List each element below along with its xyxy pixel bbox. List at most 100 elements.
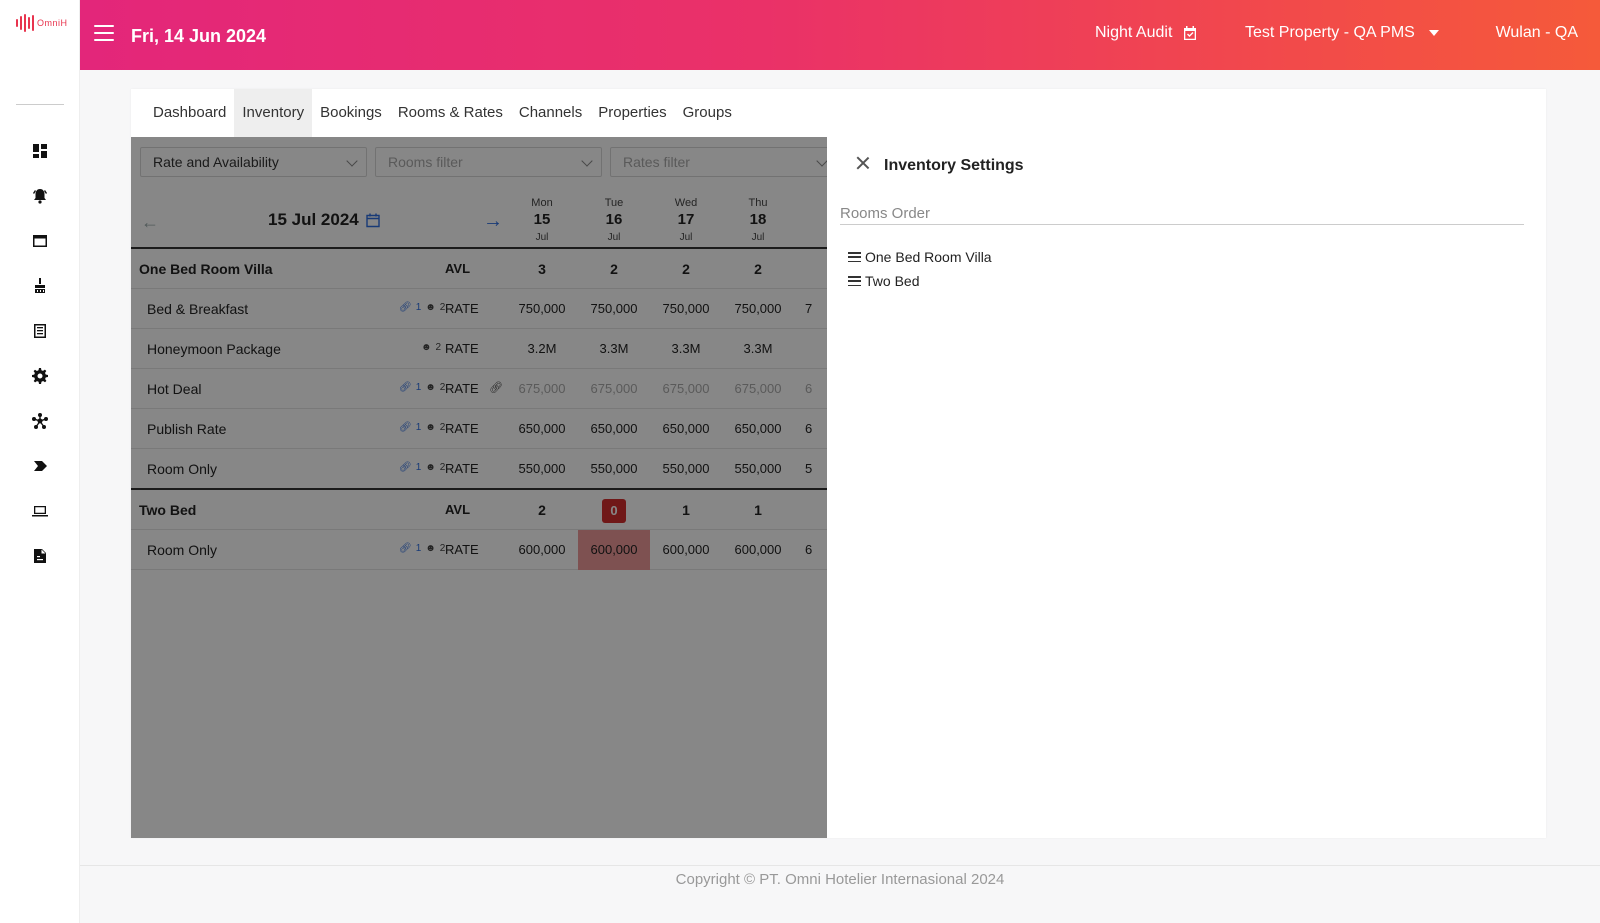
availability-cell[interactable]: 2	[538, 502, 546, 518]
rate-cell[interactable]: 650,000	[662, 421, 710, 436]
availability-cell[interactable]: 3	[538, 261, 546, 277]
tab-inventory[interactable]: Inventory	[234, 89, 313, 137]
list-icon	[34, 323, 46, 338]
sidebar-item-window[interactable]	[0, 218, 80, 263]
tab-groups[interactable]: Groups	[682, 104, 732, 121]
occupancy-count: 2	[439, 543, 446, 554]
rate-cell[interactable]: 675,000	[590, 381, 638, 396]
dashboard-icon	[33, 143, 47, 158]
modal-backdrop[interactable]	[131, 137, 827, 838]
sidebar-item-alarm[interactable]	[0, 173, 80, 218]
rate-cell[interactable]: 675,000	[662, 381, 710, 396]
network-icon	[32, 412, 48, 429]
hamburger-menu-icon[interactable]	[94, 25, 114, 41]
link-count: 1	[415, 302, 422, 313]
rate-label: RATE	[445, 341, 479, 356]
availability-cell[interactable]: 1	[754, 502, 762, 518]
availability-cell[interactable]: 2	[754, 261, 762, 277]
sidebar-item-dashboard[interactable]	[0, 128, 80, 173]
panel-title: Inventory Settings	[884, 157, 1024, 174]
rate-row: Bed & Breakfast 🔗︎ 1 ☻ 2 RATE 750,000 750,0…	[131, 289, 827, 329]
sidebar-item-housekeeping[interactable]	[0, 263, 80, 308]
rate-cell[interactable]: 650,000	[518, 421, 566, 436]
omnih-logo[interactable]: OmniH	[16, 14, 68, 32]
rate-row: Publish Rate 🔗︎ 1 ☻ 2 RATE 650,000 650,000 …	[131, 409, 827, 449]
rate-cell[interactable]: 550,000	[518, 461, 566, 476]
date-picker[interactable]: 15 Jul 2024	[268, 210, 381, 230]
link-icon: 🔗︎	[399, 543, 412, 554]
logo-bars-icon	[16, 14, 34, 32]
rate-cell[interactable]: 650,000	[590, 421, 638, 436]
person-icon: ☻	[421, 342, 432, 353]
rates-filter[interactable]: Rates filter	[610, 147, 827, 177]
rate-cell[interactable]: 750,000	[734, 301, 782, 316]
grid-divider	[131, 247, 827, 249]
rate-cell[interactable]: 600,000	[734, 542, 782, 557]
rate-cell[interactable]: 3.3M	[599, 341, 629, 356]
rate-cell[interactable]: 750,000	[590, 301, 638, 316]
rate-cell[interactable]: 600,000	[662, 542, 710, 557]
tab-rooms-rates[interactable]: Rooms & Rates	[397, 104, 503, 121]
availability-cell[interactable]: 1	[682, 502, 690, 518]
person-icon: ☻	[425, 422, 436, 433]
sidebar-item-list[interactable]	[0, 308, 80, 353]
rooms-order-item[interactable]: Two Bed	[848, 269, 992, 293]
sidebar-item-devices[interactable]	[0, 488, 80, 533]
person-icon: ☻	[425, 302, 436, 313]
rate-label: RATE	[445, 542, 479, 557]
day-number: 15	[533, 211, 551, 228]
link-icon: 🔗︎	[399, 462, 412, 473]
rate-cell-partial: 6	[805, 421, 813, 436]
view-select[interactable]: Rate and Availability	[140, 147, 367, 177]
sidebar-item-network[interactable]	[0, 398, 80, 443]
next-arrow-icon[interactable]: →	[483, 210, 503, 232]
rate-label: RATE	[445, 301, 479, 316]
availability-cell-zero[interactable]: 0	[578, 490, 650, 530]
day-name: Tue	[604, 197, 624, 209]
sold-out-badge: 0	[602, 499, 626, 523]
rate-cell[interactable]: 675,000	[734, 381, 782, 396]
date-navigator: ← 15 Jul 2024 → Mon 15 Jul Tue 16 Jul Wed 17 J…	[131, 192, 827, 250]
availability-cell[interactable]: 2	[610, 261, 618, 277]
avl-label: AVL	[445, 261, 471, 276]
copyright-text: Copyright © PT. Omni Hotelier Internasio…	[675, 871, 1005, 888]
link-icon: 🔗︎	[399, 302, 412, 313]
tab-properties[interactable]: Properties	[598, 104, 667, 121]
rate-cell[interactable]: 750,000	[518, 301, 566, 316]
rate-cell[interactable]: 550,000	[734, 461, 782, 476]
availability-cell[interactable]: 2	[682, 261, 690, 277]
sidebar-item-channel[interactable]	[0, 443, 80, 488]
drag-handle-icon[interactable]	[848, 252, 861, 262]
rate-cell[interactable]: 675,000	[518, 381, 566, 396]
rate-cell[interactable]: 600,000	[518, 542, 566, 557]
close-icon[interactable]	[856, 156, 870, 170]
rate-name: Bed & Breakfast	[147, 301, 249, 317]
sidebar-item-settings[interactable]	[0, 353, 80, 398]
rooms-filter[interactable]: Rooms filter	[375, 147, 602, 177]
user-menu[interactable]: Wulan - QA	[1495, 24, 1578, 41]
rate-cell[interactable]: 650,000	[734, 421, 782, 436]
drag-handle-icon[interactable]	[848, 276, 861, 286]
rate-cell[interactable]: 550,000	[590, 461, 638, 476]
tab-channels[interactable]: Channels	[518, 104, 583, 121]
property-name: Test Property - QA PMS	[1245, 24, 1415, 41]
property-selector[interactable]: Test Property - QA PMS	[1245, 24, 1439, 42]
rate-cell-highlighted[interactable]: 600,000	[578, 530, 650, 570]
rate-row: Honeymoon Package ☻ 2 RATE 3.2M 3.3M 3.3M…	[131, 329, 827, 369]
rate-cell-partial: 7	[805, 301, 813, 316]
room-row: One Bed Room Villa AVL 3 2 2 2	[131, 249, 827, 289]
occupancy-count: 2	[439, 462, 446, 473]
rate-cell[interactable]: 550,000	[662, 461, 710, 476]
night-audit-label: Night Audit	[1095, 24, 1173, 41]
tab-dashboard[interactable]: Dashboard	[153, 104, 227, 121]
rate-cell[interactable]: 750,000	[662, 301, 710, 316]
rate-cell[interactable]: 3.2M	[527, 341, 557, 356]
prev-arrow-icon[interactable]: ←	[141, 212, 159, 232]
tab-bookings[interactable]: Bookings	[320, 104, 382, 121]
night-audit-button[interactable]: Night Audit	[1095, 24, 1198, 42]
sidebar-item-report[interactable]	[0, 533, 80, 578]
rate-cell[interactable]: 3.3M	[671, 341, 701, 356]
rate-cell[interactable]: 3.3M	[743, 341, 773, 356]
derived-link-icon: 🔗︎	[489, 382, 503, 394]
rooms-order-item[interactable]: One Bed Room Villa	[848, 245, 992, 269]
